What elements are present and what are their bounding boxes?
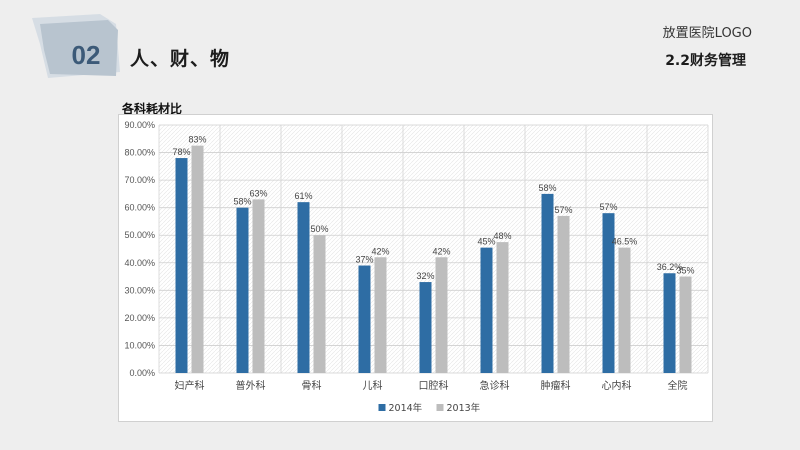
x-tick-label: 全院 bbox=[668, 379, 688, 392]
y-tick-label: 20.00% bbox=[124, 313, 155, 323]
data-label: 42% bbox=[371, 246, 389, 256]
y-tick-label: 50.00% bbox=[124, 230, 155, 240]
x-tick-label: 儿科 bbox=[363, 379, 383, 392]
bar-2014 bbox=[297, 202, 310, 373]
bar-2013 bbox=[191, 145, 204, 373]
data-label: 50% bbox=[310, 224, 328, 234]
data-label: 57% bbox=[599, 202, 617, 212]
bar-2013 bbox=[435, 257, 448, 373]
x-tick-label: 急诊科 bbox=[480, 379, 510, 392]
plot-area bbox=[159, 125, 708, 373]
bar-2014 bbox=[358, 265, 371, 373]
bar-2013 bbox=[496, 242, 509, 373]
data-label: 37% bbox=[355, 255, 373, 265]
x-tick-label: 妇产科 bbox=[175, 379, 205, 392]
bar-2014 bbox=[175, 158, 188, 373]
bar-chart: 0.00% 10.00% 20.00% 30.00% 40.00% 50.00% 60.00… bbox=[124, 120, 709, 414]
bar-2013 bbox=[374, 257, 387, 373]
bar-2014 bbox=[663, 273, 676, 373]
bar-2013 bbox=[679, 276, 692, 373]
x-tick-label: 口腔科 bbox=[419, 379, 449, 392]
bar-2014 bbox=[480, 247, 493, 373]
data-label: 61% bbox=[294, 191, 312, 201]
badge-shape bbox=[32, 14, 120, 78]
legend-swatch bbox=[378, 404, 386, 411]
data-label: 46.5% bbox=[612, 237, 638, 247]
bar-2013 bbox=[618, 247, 631, 373]
data-label: 63% bbox=[249, 188, 267, 198]
legend-label: 2014年 bbox=[389, 402, 423, 414]
data-label: 58% bbox=[538, 183, 556, 193]
y-tick-label: 60.00% bbox=[124, 203, 155, 213]
y-tick-label: 10.00% bbox=[124, 340, 155, 350]
y-tick-label: 90.00% bbox=[124, 120, 155, 130]
data-label: 32% bbox=[416, 271, 434, 281]
y-tick-label: 30.00% bbox=[124, 285, 155, 295]
data-label: 45% bbox=[477, 237, 495, 247]
chart-title: 各科耗材比 bbox=[122, 102, 183, 116]
bar-2013 bbox=[557, 215, 570, 373]
bar-2014 bbox=[541, 193, 554, 373]
bar-2014 bbox=[419, 282, 432, 373]
data-label: 83% bbox=[188, 135, 206, 145]
bar-2014 bbox=[236, 207, 249, 373]
x-tick-label: 肿瘤科 bbox=[541, 379, 571, 392]
subsection-title: 2.2财务管理 bbox=[665, 53, 746, 69]
y-tick-label: 40.00% bbox=[124, 258, 155, 268]
data-label: 48% bbox=[493, 231, 511, 241]
chart-frame: 0.00% 10.00% 20.00% 30.00% 40.00% 50.00% 60.00… bbox=[118, 114, 713, 422]
y-tick-label: 0.00% bbox=[129, 368, 155, 378]
bar-2013 bbox=[252, 199, 265, 373]
x-tick-label: 骨科 bbox=[302, 379, 322, 392]
data-label: 78% bbox=[172, 147, 190, 157]
section-number: 02 bbox=[71, 40, 101, 70]
section-badge: 02 bbox=[30, 14, 122, 80]
data-label: 58% bbox=[233, 197, 251, 207]
data-label: 42% bbox=[432, 246, 450, 256]
bar-2014 bbox=[602, 213, 615, 373]
x-tick-label: 心内科 bbox=[602, 379, 632, 392]
data-label: 35% bbox=[676, 266, 694, 276]
x-tick-label: 普外科 bbox=[236, 379, 266, 392]
y-tick-label: 70.00% bbox=[124, 175, 155, 185]
legend-swatch bbox=[436, 404, 444, 411]
section-title: 人、财、物 bbox=[130, 48, 231, 70]
data-label: 36.2% bbox=[657, 262, 683, 272]
bar-2013 bbox=[313, 235, 326, 373]
y-tick-label: 80.00% bbox=[124, 148, 155, 158]
logo-placeholder: 放置医院LOGO bbox=[662, 26, 752, 41]
legend-label: 2013年 bbox=[447, 402, 481, 414]
data-label: 57% bbox=[554, 205, 572, 215]
